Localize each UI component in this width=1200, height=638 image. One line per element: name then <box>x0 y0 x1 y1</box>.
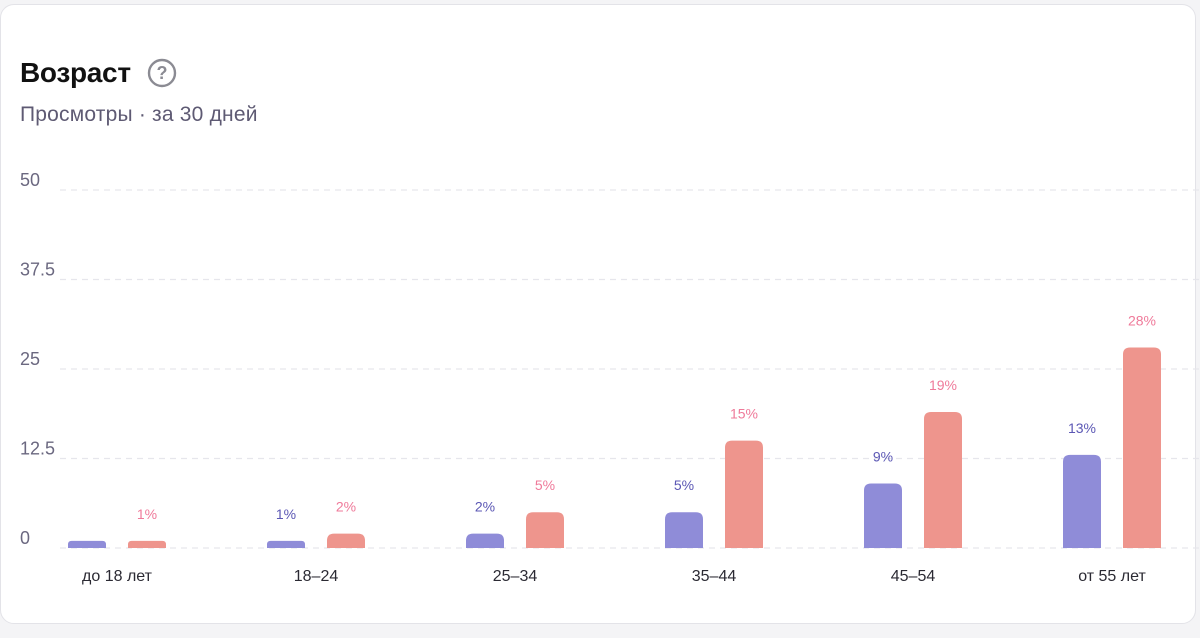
value-label: 5% <box>535 477 555 493</box>
value-label: 1% <box>276 506 296 522</box>
bar-b-4[interactable] <box>924 411 962 548</box>
bar-a-3[interactable] <box>665 512 703 548</box>
bar-a-5[interactable] <box>1063 454 1101 548</box>
bar-b-1[interactable] <box>327 533 365 548</box>
card-header: Возраст ? <box>20 53 177 93</box>
value-label: 19% <box>929 377 957 393</box>
y-tick-label: 37.5 <box>20 260 55 280</box>
svg-text:?: ? <box>156 63 167 83</box>
x-category-label: до 18 лет <box>82 568 153 585</box>
x-category-label: 18–24 <box>294 568 339 585</box>
value-label: 2% <box>336 499 356 515</box>
value-label: 28% <box>1128 313 1156 329</box>
x-axis-categories: до 18 лет 18–24 25–34 35–44 45–54 от 55 лет <box>82 568 1146 585</box>
x-category-label: 45–54 <box>891 568 936 585</box>
bar-a-1[interactable] <box>267 540 305 548</box>
grid-lines <box>60 189 1200 549</box>
bar-b-5[interactable] <box>1123 347 1161 548</box>
y-tick-label: 0 <box>20 528 30 548</box>
value-label: 13% <box>1068 420 1096 436</box>
bar-b-0[interactable] <box>128 540 166 548</box>
y-tick-label: 12.5 <box>20 439 55 459</box>
y-tick-label: 25 <box>20 349 40 369</box>
value-label: 2% <box>475 499 495 515</box>
y-tick-label: 50 <box>20 170 40 190</box>
card-title: Возраст <box>20 57 131 88</box>
bar-a-2[interactable] <box>466 533 504 548</box>
value-label: 1% <box>137 506 157 522</box>
value-label: 5% <box>674 477 694 493</box>
x-category-label: от 55 лет <box>1078 568 1146 585</box>
value-label: 15% <box>730 406 758 422</box>
bar-a-4[interactable] <box>864 483 902 548</box>
bar-b-3[interactable] <box>725 440 763 548</box>
question-circle-icon[interactable]: ? <box>147 58 177 88</box>
bar-a-0[interactable] <box>68 540 106 548</box>
x-category-label: 25–34 <box>493 568 538 585</box>
y-axis-ticks: 0 12.5 25 37.5 50 <box>20 170 55 548</box>
value-label: 9% <box>873 449 893 465</box>
bar-b-2[interactable] <box>526 512 564 548</box>
age-card: Возраст ? Просмотры · за 30 дней <box>0 4 1196 624</box>
card-subtitle: Просмотры · за 30 дней <box>20 103 258 126</box>
bars <box>68 347 1161 548</box>
value-labels: 1% 2% 5% 9% 13% 1% 2% 5% 15% 19% 28% <box>137 313 1156 522</box>
x-category-label: 35–44 <box>692 568 737 585</box>
